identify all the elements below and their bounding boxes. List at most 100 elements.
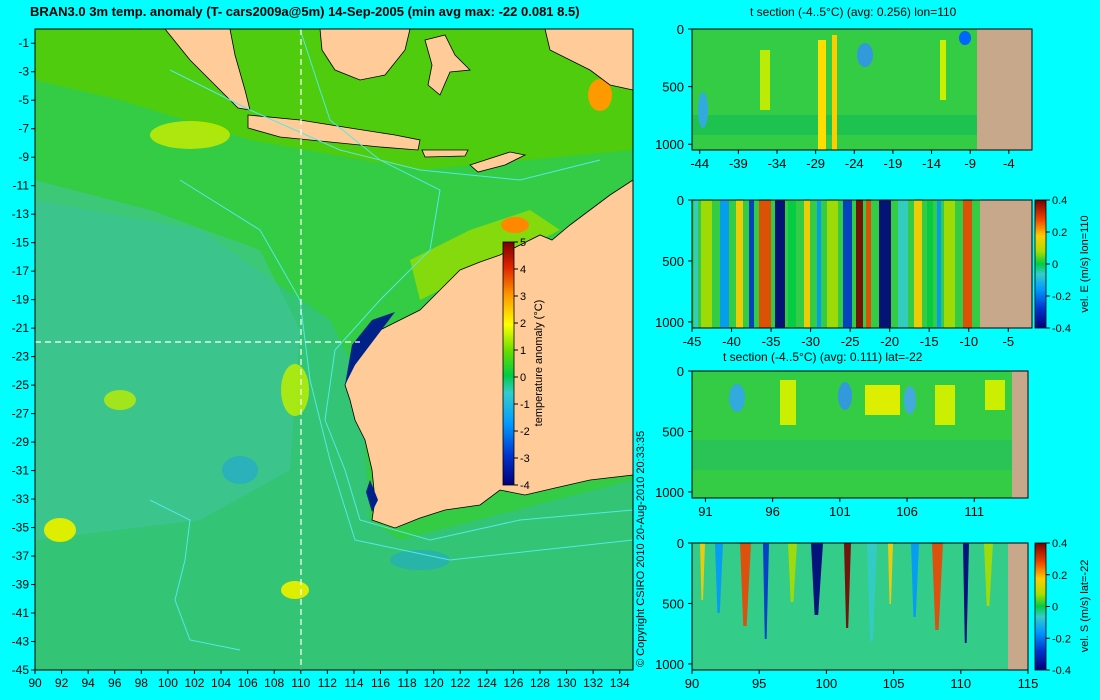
section1-cold (959, 31, 971, 45)
map-coastal-cold (345, 312, 395, 385)
section2-stripe (898, 200, 908, 328)
section-y-tick-label: 500 (662, 80, 684, 95)
map-warm-eddy (44, 518, 76, 542)
section4-stripe (867, 543, 877, 641)
land-java (247, 114, 421, 151)
section2-stripe (788, 200, 796, 328)
section-y-tick-label: 1000 (655, 315, 684, 330)
colorbar-tick-label: -0.4 (1052, 323, 1071, 335)
map-warm-eddy (281, 581, 309, 599)
section4-frame (691, 542, 1029, 671)
map-cold-eddy (390, 550, 450, 570)
section2-stripe (759, 200, 771, 328)
section4-stripe (932, 543, 943, 630)
section1-warm (818, 40, 826, 150)
section2-stripe (817, 200, 821, 328)
map-y-tick-label: -15 (12, 236, 30, 250)
map-colorbar-tick-label: 4 (520, 264, 526, 276)
colorbar-tick-label: -0.2 (1052, 291, 1071, 303)
section4-stripes (700, 543, 993, 643)
section2-stripe (736, 200, 743, 328)
section2-colorbar-label: vel. E (m/s) lon=110 (1079, 215, 1091, 312)
section1-warm (940, 40, 946, 100)
colorbar-tick-label: -0.4 (1052, 665, 1071, 677)
map-contour (149, 499, 241, 651)
map-x-tick-label: 102 (184, 676, 204, 690)
map-warm-eddy (150, 121, 230, 149)
section-x-tick-label: 106 (896, 504, 918, 519)
map-x-tick-label: 98 (135, 676, 149, 690)
map-y-tick-label: -33 (12, 492, 30, 506)
section4-stripe (715, 543, 723, 613)
section2-axes: -45 -40 -35 -30 -25 -20 -15 -10 -5 0 500 1000 0.4 0.2… (655, 193, 1071, 349)
section4-stripe (740, 543, 751, 626)
section-x-tick-label: 101 (829, 504, 851, 519)
map-colorbar-ticks: 5 4 3 2 1 0 -1 -2 -3 -4 (514, 237, 530, 492)
section4-colorbar-label: vel. S (m/s) lat=-22 (1079, 560, 1091, 653)
map-x-tick-label: 96 (108, 676, 122, 690)
map-colorbar-tick-label: 5 (520, 237, 526, 249)
colorbar-tick-label: 0.4 (1052, 538, 1067, 550)
map-x-tick-label: 104 (211, 676, 231, 690)
map-colorbar: temperature anomaly (°C) (502, 241, 545, 486)
map-x-tick-label: 116 (371, 676, 390, 690)
section4-axes: 90 95 100 105 110 115 0 500 1000 0.4 0.2 0 -0.2 -0.4 (655, 536, 1071, 691)
main-title: BRAN3.0 3m temp. anomaly (T- cars2009a@5… (30, 4, 580, 19)
map-ocean-west (35, 180, 300, 540)
section-x-tick-label: -29 (806, 156, 825, 171)
section3-title: t section (-4..5°C) (avg: 0.111) lat=-22 (723, 350, 923, 364)
map-colorbar-tick-label: 3 (520, 291, 526, 303)
section4-stripe (811, 543, 823, 615)
map-axes: 90 92 94 96 98 100 102 104 106 108 110 112 114 116 118… (12, 36, 630, 690)
land-timor (469, 151, 527, 173)
section2-stripe (694, 200, 698, 328)
section4-stripe (984, 543, 993, 606)
section-x-tick-label: 110 (950, 676, 971, 691)
section-x-tick-label: -14 (922, 156, 941, 171)
section-x-tick-label: 111 (964, 504, 984, 519)
section3-cold (729, 384, 745, 412)
map-x-tick-label: 110 (291, 676, 310, 690)
section4-stripe (788, 543, 797, 602)
section-x-tick-label: -35 (762, 334, 781, 349)
map-warm-eddy (501, 217, 529, 233)
section-y-tick-label: 1000 (655, 485, 684, 500)
map-colorbar-tick-label: 0 (520, 372, 526, 384)
section4-stripe (700, 543, 705, 600)
map-y-tick-label: -19 (12, 293, 30, 307)
map-x-tick-label: 94 (81, 676, 95, 690)
section-x-tick-label: -45 (683, 334, 702, 349)
section3-panel (691, 370, 1029, 499)
map-x-tick-label: 124 (477, 676, 497, 690)
section-x-tick-label: -5 (1002, 334, 1014, 349)
map-ocean-north (35, 29, 633, 170)
section2-stripe (963, 200, 972, 328)
section4-stripe (888, 543, 893, 604)
section1-land (977, 29, 1032, 150)
map-y-tick-label: -27 (12, 407, 30, 421)
section2-stripe (856, 200, 863, 328)
section2-stripe (804, 200, 810, 328)
map-colorbar-label: temperature anomaly (°C) (533, 300, 545, 427)
colorbar-tick-label: 0.4 (1052, 195, 1067, 207)
section-y-tick-label: 1000 (655, 137, 684, 152)
section3-axes: 91 96 101 106 111 0 500 1000 (655, 364, 984, 519)
section4-stripe (963, 543, 969, 643)
section-x-tick-label: 105 (883, 676, 905, 691)
section-x-tick-label: 91 (698, 504, 712, 519)
map-warm-eddy (588, 79, 612, 111)
section-x-tick-label: -9 (964, 156, 976, 171)
section-y-tick-label: 500 (662, 254, 684, 269)
section2-stripe (720, 200, 729, 328)
section3-frame (691, 370, 1029, 499)
map-contour (179, 179, 634, 561)
colorbar-tick-label: 0 (1052, 602, 1058, 614)
section-x-tick-label: -40 (722, 334, 741, 349)
section2-panel: vel. E (m/s) lon=110 (691, 199, 1091, 329)
section2-stripe (843, 200, 852, 328)
map-colorbar-tick-label: -4 (520, 480, 530, 492)
map-y-tick-label: -31 (12, 464, 30, 478)
section-x-tick-label: -15 (920, 334, 939, 349)
map-y-tick-label: -5 (18, 93, 29, 107)
